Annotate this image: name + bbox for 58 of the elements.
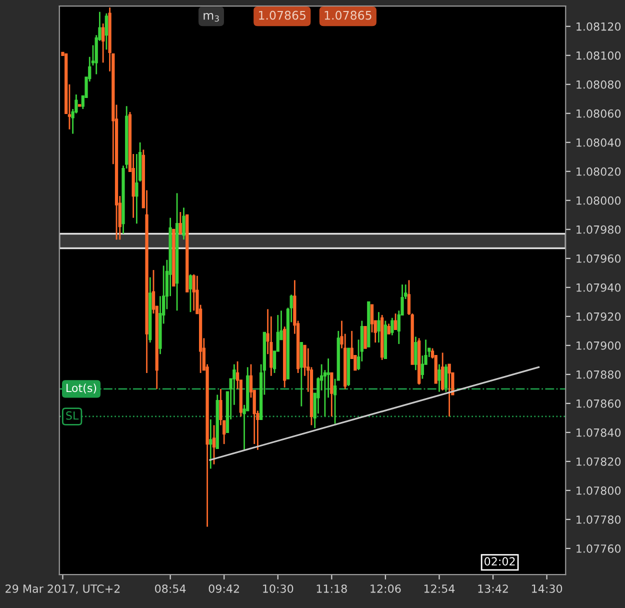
y-tick-label: 1.08000 — [576, 196, 621, 205]
candlestick — [387, 322, 390, 335]
y-tick-label: 1.07760 — [576, 544, 621, 553]
candlestick — [135, 153, 138, 224]
y-tick-label: 1.07800 — [576, 486, 621, 495]
x-tick-label: 14:30 — [532, 584, 562, 593]
x-tick-label: 09:42 — [208, 584, 239, 593]
y-tick-label: 1.07820 — [576, 457, 621, 466]
y-tick-label: 1.07840 — [576, 428, 621, 437]
x-tick-label: 12:06 — [370, 584, 401, 593]
candlestick — [377, 311, 380, 344]
candlestick — [188, 274, 192, 313]
y-tick-label: 1.08100 — [576, 51, 621, 60]
annotation: 1.07865 — [259, 10, 306, 20]
x-tick-label: 08:54 — [155, 584, 186, 593]
y-tick-label: 1.07860 — [576, 399, 621, 408]
x-tick-label: 10:30 — [263, 584, 294, 593]
candlestick — [182, 206, 186, 240]
candlestick — [441, 352, 444, 392]
candlestick — [212, 424, 216, 466]
y-tick-label: 1.08080 — [576, 80, 621, 89]
candlestick — [370, 304, 374, 334]
candlestick — [414, 336, 418, 371]
candlestick — [438, 364, 441, 393]
y-tick-label: 1.07920 — [576, 312, 621, 321]
ref-line-label: Lot(s) — [66, 384, 96, 394]
y-tick-label: 1.07980 — [576, 225, 621, 234]
annotation: 02:02 — [484, 557, 515, 566]
candlestick — [448, 364, 451, 418]
candlestick — [390, 317, 394, 336]
x-tick-label: 11:18 — [316, 584, 347, 593]
x-tick-label: 13:42 — [478, 584, 508, 593]
candlestick — [394, 312, 398, 330]
candlestick — [232, 364, 236, 406]
y-tick-label: 1.07900 — [576, 341, 621, 350]
candlestick — [420, 354, 424, 380]
y-tick-label: 1.07960 — [576, 254, 621, 263]
annotation: 1.07865 — [324, 10, 372, 20]
candlestick — [102, 22, 105, 64]
y-tick-label: 1.07880 — [576, 370, 621, 379]
candlestick — [444, 364, 448, 393]
candlestick — [209, 418, 212, 470]
candlestick — [330, 372, 334, 418]
ref-line-label: SL — [66, 411, 79, 420]
candlestick — [192, 274, 196, 312]
y-tick-label: 1.08020 — [576, 167, 621, 176]
candlestick — [364, 326, 367, 349]
y-tick-label: 1.08120 — [576, 22, 621, 31]
x-tick-label: 12:54 — [424, 584, 455, 593]
annotation: m$_{3}$ — [204, 12, 219, 22]
candlestick — [178, 211, 182, 234]
y-tick-label: 1.07780 — [576, 515, 621, 524]
candlestick — [104, 12, 108, 50]
y-tick-label: 1.07940 — [576, 283, 621, 292]
x-tick-label: 29 Mar 2017, UTC+2 — [6, 584, 120, 594]
candlestick — [326, 358, 330, 398]
y-tick-label: 1.08060 — [576, 109, 621, 118]
y-tick-label: 1.08040 — [576, 138, 621, 147]
